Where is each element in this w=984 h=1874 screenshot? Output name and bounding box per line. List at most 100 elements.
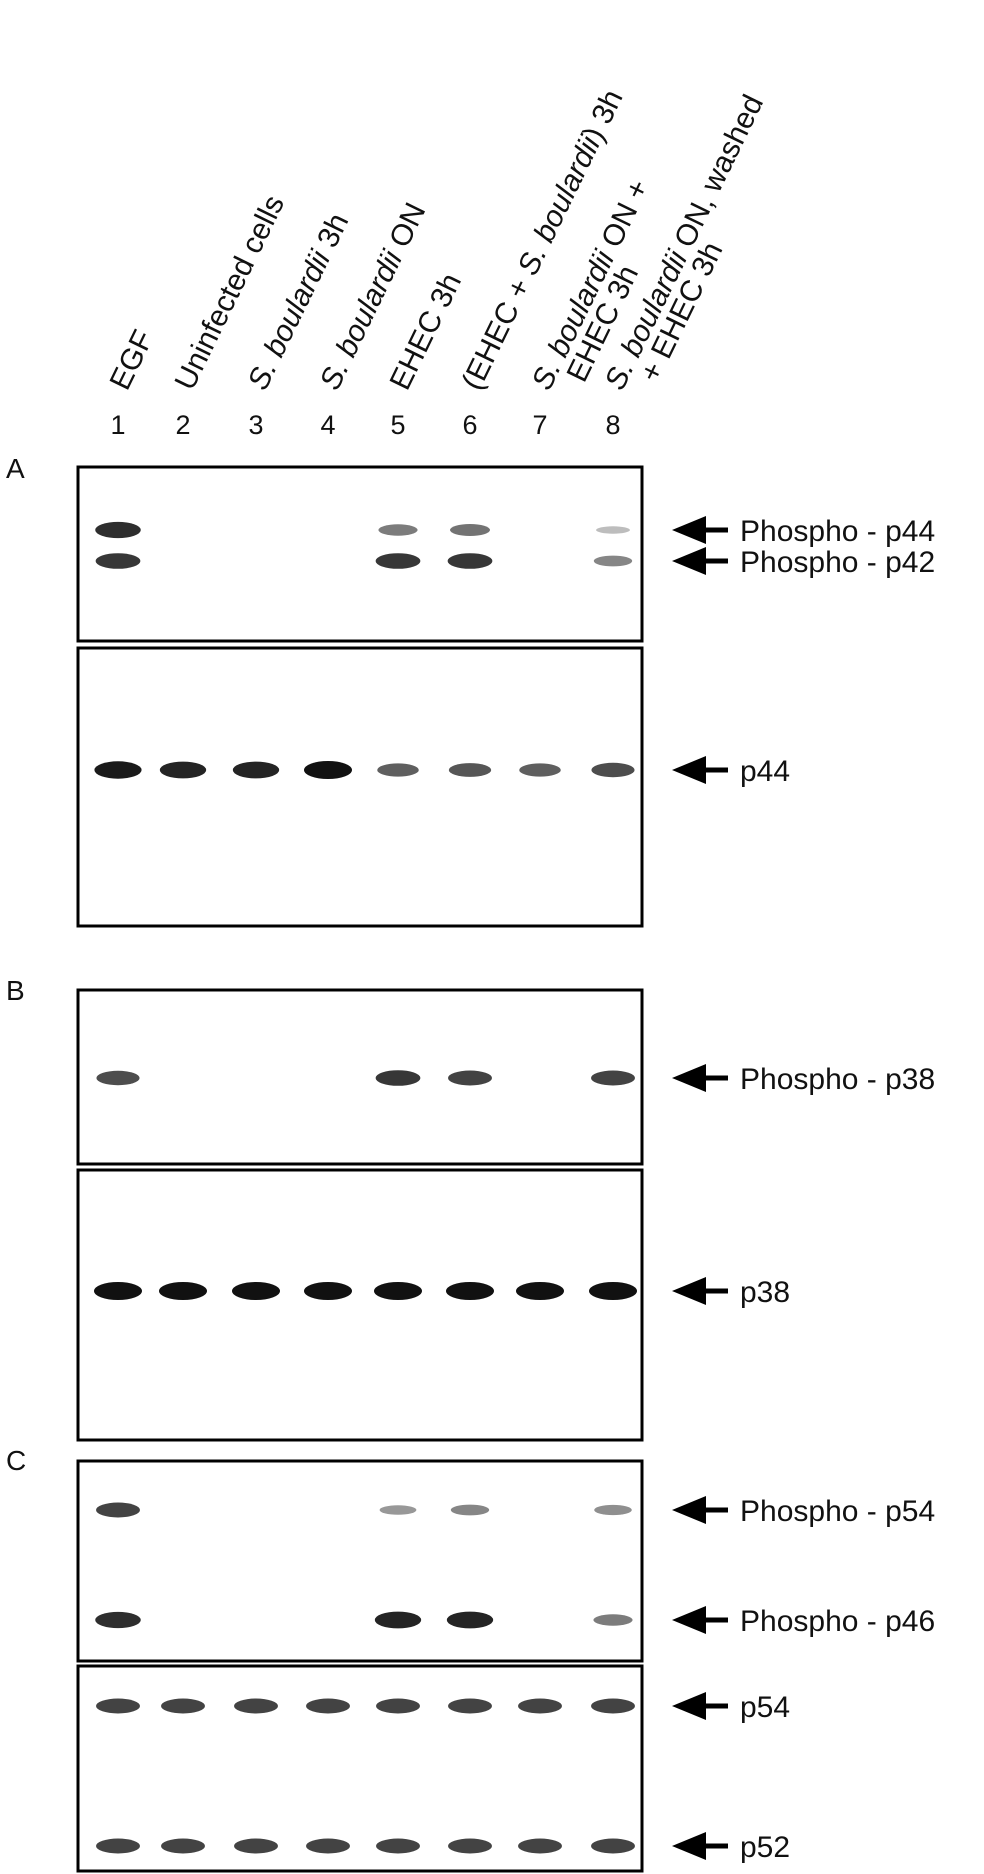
band-row-phospho-p46: Phospho - p46 <box>95 1605 935 1638</box>
panel-C: C Phospho - p54 Phospho - p46 p54 p52 <box>6 1445 935 1873</box>
band-lane-7 <box>516 1282 564 1300</box>
band-label-text: p52 <box>740 1831 790 1864</box>
band-lane-1 <box>95 1611 141 1629</box>
band-label-text: p38 <box>740 1276 790 1309</box>
lane-number: 5 <box>390 410 405 440</box>
band-lane-4 <box>306 1838 350 1854</box>
arrow-icon <box>672 1606 706 1634</box>
band-label: p52 <box>672 1831 790 1864</box>
lane-number: 3 <box>248 410 263 440</box>
band-lane-8 <box>596 526 630 534</box>
band-label: p38 <box>672 1276 790 1309</box>
blot-frame <box>76 1664 644 1873</box>
band-lane-3 <box>232 1282 280 1300</box>
panel-letter: C <box>6 1445 26 1476</box>
band-label: Phospho - p38 <box>672 1063 935 1096</box>
band-lane-1 <box>96 1838 140 1854</box>
band-lane-6 <box>450 524 490 536</box>
arrow-icon <box>672 1692 706 1720</box>
band-lane-1 <box>94 1282 142 1300</box>
band-lane-5 <box>375 1070 421 1086</box>
blot-A-2: p44 <box>76 646 790 928</box>
blot-C-1: Phospho - p54 Phospho - p46 <box>76 1459 935 1663</box>
lane-number: 6 <box>462 410 477 440</box>
band-label-text: Phospho - p42 <box>740 546 935 579</box>
arrow-icon <box>672 516 706 544</box>
band-lane-8 <box>593 1614 633 1626</box>
band-lane-7 <box>519 763 561 777</box>
band-lane-2 <box>159 1282 207 1300</box>
arrow-icon <box>672 1496 706 1524</box>
band-lane-5 <box>376 1838 420 1854</box>
blot-B-2: p38 <box>76 1168 790 1442</box>
band-lane-7 <box>518 1698 562 1714</box>
band-lane-3 <box>234 1698 278 1714</box>
lane-1-header: 1 EGF <box>104 325 161 440</box>
band-lane-8 <box>591 1698 635 1714</box>
panel-letter: B <box>6 975 25 1006</box>
band-lane-5 <box>375 553 421 569</box>
band-lane-1 <box>96 1070 140 1086</box>
band-lane-1 <box>94 761 142 779</box>
lane-number: 8 <box>605 410 620 440</box>
lane-number: 2 <box>175 410 190 440</box>
band-label-text: p44 <box>740 755 790 788</box>
blot-B-1: Phospho - p38 <box>76 988 935 1166</box>
blot-frame <box>76 1459 644 1663</box>
blot-frame <box>76 1168 644 1442</box>
lane-condition-label: EGF <box>104 325 161 395</box>
arrow-icon <box>672 1277 706 1305</box>
blot-frame <box>76 646 644 928</box>
lane-number: 4 <box>320 410 335 440</box>
band-lane-8 <box>589 1282 637 1300</box>
band-lane-6 <box>447 553 493 569</box>
band-label: Phospho - p42 <box>672 546 935 579</box>
band-row-phospho-p38: Phospho - p38 <box>96 1063 935 1096</box>
band-lane-1 <box>95 553 141 569</box>
band-row-p54: p54 <box>96 1691 790 1724</box>
band-lane-4 <box>306 1698 350 1714</box>
band-lane-1 <box>96 1502 140 1518</box>
arrow-icon <box>672 1832 706 1860</box>
band-row-phospho-p44: Phospho - p44 <box>95 515 935 548</box>
band-lane-6 <box>446 1611 494 1629</box>
band-lane-7 <box>518 1838 562 1854</box>
band-lane-6 <box>448 1698 492 1714</box>
band-label: Phospho - p44 <box>672 515 935 548</box>
panel-letter: A <box>6 453 25 484</box>
band-lane-6 <box>450 1504 490 1516</box>
band-label-text: Phospho - p46 <box>740 1605 935 1638</box>
band-lane-4 <box>304 1282 352 1300</box>
band-row-phospho-p42: Phospho - p42 <box>95 546 935 579</box>
band-lane-8 <box>594 1504 632 1516</box>
band-lane-3 <box>232 761 280 779</box>
band-lane-6 <box>448 1838 492 1854</box>
band-lane-1 <box>95 521 141 539</box>
arrow-icon <box>672 547 706 575</box>
band-lane-5 <box>376 1698 420 1714</box>
band-label: Phospho - p46 <box>672 1605 935 1638</box>
band-row-p38: p38 <box>94 1276 790 1309</box>
band-label: p44 <box>672 755 790 788</box>
band-row-phospho-p54: Phospho - p54 <box>96 1495 935 1528</box>
band-lane-4 <box>304 761 352 779</box>
band-lane-2 <box>161 1698 205 1714</box>
lane-condition-label: EHEC 3h <box>384 268 468 395</box>
band-lane-8 <box>591 762 635 778</box>
blot-frame <box>76 465 644 643</box>
blot-C-2: p54 p52 <box>76 1664 790 1873</box>
band-lane-8 <box>593 555 633 567</box>
blot-frame <box>76 988 644 1166</box>
band-label: p54 <box>672 1691 790 1724</box>
band-lane-5 <box>374 1282 422 1300</box>
arrow-icon <box>672 1064 706 1092</box>
band-row-p44: p44 <box>94 755 790 788</box>
lane-5-header: 5 EHEC 3h <box>384 268 468 440</box>
band-lane-8 <box>591 1070 635 1086</box>
band-lane-5 <box>374 1611 422 1629</box>
band-label-text: Phospho - p44 <box>740 515 935 548</box>
